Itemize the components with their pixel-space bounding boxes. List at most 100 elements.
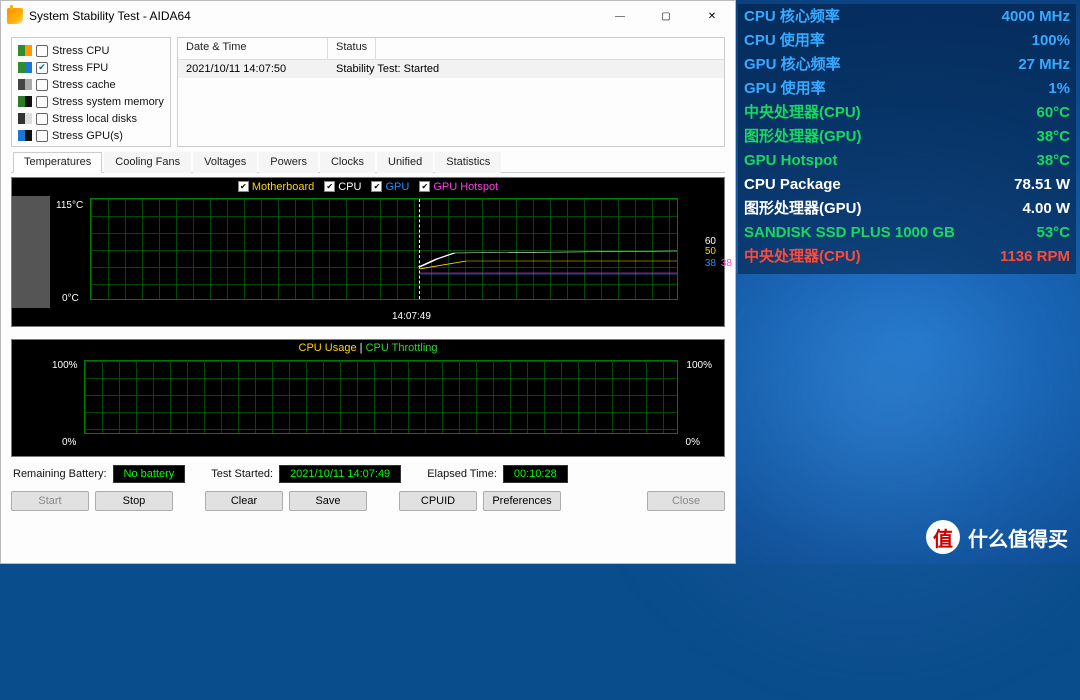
stress-option-fpu[interactable]: Stress FPU [18, 59, 164, 76]
stress-option-gpu[interactable]: Stress GPU(s) [18, 127, 164, 144]
temperature-chart: MotherboardCPUGPUGPU Hotspot 115°C 0°C 1… [11, 177, 725, 327]
started-label: Test Started: [211, 468, 273, 480]
overlay-value: 38°C [1036, 126, 1070, 148]
aida64-window: System Stability Test - AIDA64 — ▢ ✕ Str… [0, 0, 736, 564]
overlay-value: 38°C [1036, 150, 1070, 172]
stop-button[interactable]: Stop [95, 491, 173, 511]
watermark: 值 什么值得买 [926, 520, 1068, 554]
log-row[interactable]: 2021/10/11 14:07:50 Stability Test: Star… [178, 60, 724, 78]
usage-chart: CPU Usage | CPU Throttling 100% 100% 0% … [11, 339, 725, 457]
overlay-label: CPU 核心频率 [744, 6, 840, 28]
stress-label: Stress CPU [52, 45, 109, 57]
overlay-value: 1% [1048, 78, 1070, 100]
gpu-checkbox[interactable] [36, 130, 48, 142]
stress-label: Stress local disks [52, 113, 137, 125]
usage-top-right: 100% [686, 360, 712, 371]
tab-cooling-fans[interactable]: Cooling Fans [104, 152, 191, 173]
overlay-row: 图形处理器(GPU)4.00 W [744, 198, 1070, 220]
legend-checkbox[interactable] [419, 181, 430, 192]
fpu-icon [18, 62, 32, 73]
app-icon [7, 8, 23, 24]
overlay-row: SANDISK SSD PLUS 1000 GB53°C [744, 222, 1070, 244]
usage-legend: CPU Usage | CPU Throttling [12, 342, 724, 354]
log-col-status[interactable]: Status [328, 38, 376, 59]
usage-legend-item: CPU Throttling [366, 342, 438, 354]
elapsed-label: Elapsed Time: [427, 468, 497, 480]
overlay-label: 中央处理器(CPU) [744, 246, 861, 268]
stress-option-cache[interactable]: Stress cache [18, 76, 164, 93]
overlay-row: CPU 核心频率 4000 MHz [744, 6, 1070, 28]
clear-button[interactable]: Clear [205, 491, 283, 511]
log-status: Stability Test: Started [328, 60, 447, 78]
cache-icon [18, 79, 32, 90]
usage-bot-right: 0% [686, 437, 700, 448]
overlay-row: CPU Package78.51 W [744, 174, 1070, 196]
cpu-icon [18, 45, 32, 56]
maximize-button[interactable]: ▢ [643, 1, 689, 31]
tab-temperatures[interactable]: Temperatures [13, 152, 102, 173]
cache-checkbox[interactable] [36, 79, 48, 91]
overlay-row: CPU 使用率100% [744, 30, 1070, 52]
stress-option-mem[interactable]: Stress system memory [18, 93, 164, 110]
legend-gpu[interactable]: GPU [371, 181, 409, 193]
titlebar[interactable]: System Stability Test - AIDA64 — ▢ ✕ [1, 1, 735, 31]
tab-strip: TemperaturesCooling FansVoltagesPowersCl… [11, 151, 725, 173]
legend-cpu[interactable]: CPU [324, 181, 361, 193]
gpu-icon [18, 130, 32, 141]
overlay-value: 60°C [1036, 102, 1070, 124]
overlay-label: SANDISK SSD PLUS 1000 GB [744, 222, 955, 244]
temp-value-label: 50 [705, 246, 716, 257]
disk-checkbox[interactable] [36, 113, 48, 125]
stress-label: Stress GPU(s) [52, 130, 123, 142]
started-value: 2021/10/11 14:07:49 [279, 465, 401, 483]
tab-statistics[interactable]: Statistics [435, 152, 501, 173]
mem-checkbox[interactable] [36, 96, 48, 108]
temperature-traces [91, 199, 677, 299]
tab-voltages[interactable]: Voltages [193, 152, 257, 173]
overlay-value: 4000 MHz [1002, 6, 1070, 28]
hw-overlay: CPU 核心频率4000 MHzCPU 使用率100%GPU 核心频率27 MH… [738, 4, 1076, 274]
usage-grid [84, 360, 678, 434]
temperature-legend: Motherboard CPU GPU GPU Hotspot [12, 180, 724, 193]
preferences-button[interactable]: Preferences [483, 491, 561, 511]
overlay-label: 图形处理器(GPU) [744, 198, 862, 220]
tab-clocks[interactable]: Clocks [320, 152, 375, 173]
close-dialog-button[interactable]: Close [647, 491, 725, 511]
fpu-checkbox[interactable] [36, 62, 48, 74]
log-col-date[interactable]: Date & Time [178, 38, 328, 59]
legend-checkbox[interactable] [324, 181, 335, 192]
save-button[interactable]: Save [289, 491, 367, 511]
legend-gpu-hotspot[interactable]: GPU Hotspot [419, 181, 498, 193]
overlay-row: GPU Hotspot 38°C [744, 150, 1070, 172]
stress-options: Stress CPU Stress FPU Stress cache Stress s… [11, 37, 171, 147]
cpu-checkbox[interactable] [36, 45, 48, 57]
legend-checkbox[interactable] [371, 181, 382, 192]
stress-option-disk[interactable]: Stress local disks [18, 110, 164, 127]
overlay-label: GPU Hotspot [744, 150, 837, 172]
stress-option-cpu[interactable]: Stress CPU [18, 42, 164, 59]
status-row: Remaining Battery: No battery Test Start… [11, 461, 725, 485]
legend-motherboard[interactable]: Motherboard [238, 181, 314, 193]
usage-legend-item: CPU Usage [299, 342, 357, 354]
cpuid-button[interactable]: CPUID [399, 491, 477, 511]
tab-powers[interactable]: Powers [259, 152, 318, 173]
overlay-value: 27 MHz [1018, 54, 1070, 76]
stress-label: Stress system memory [52, 96, 164, 108]
close-button[interactable]: ✕ [689, 1, 735, 31]
start-button[interactable]: Start [11, 491, 89, 511]
overlay-label: 中央处理器(CPU) [744, 102, 861, 124]
legend-label: Motherboard [252, 181, 314, 193]
window-title: System Stability Test - AIDA64 [29, 9, 191, 23]
usage-bot-left: 0% [62, 437, 76, 448]
tab-unified[interactable]: Unified [377, 152, 433, 173]
button-row: Start Stop Clear Save CPUID Preferences … [11, 489, 725, 513]
overlay-label: CPU Package [744, 174, 841, 196]
overlay-row: 中央处理器(CPU) 60°C [744, 102, 1070, 124]
legend-label: CPU [338, 181, 361, 193]
stress-label: Stress FPU [52, 62, 108, 74]
legend-checkbox[interactable] [238, 181, 249, 192]
minimize-button[interactable]: — [597, 1, 643, 31]
overlay-label: 图形处理器(GPU) [744, 126, 862, 148]
legend-label: GPU [385, 181, 409, 193]
battery-label: Remaining Battery: [13, 468, 107, 480]
